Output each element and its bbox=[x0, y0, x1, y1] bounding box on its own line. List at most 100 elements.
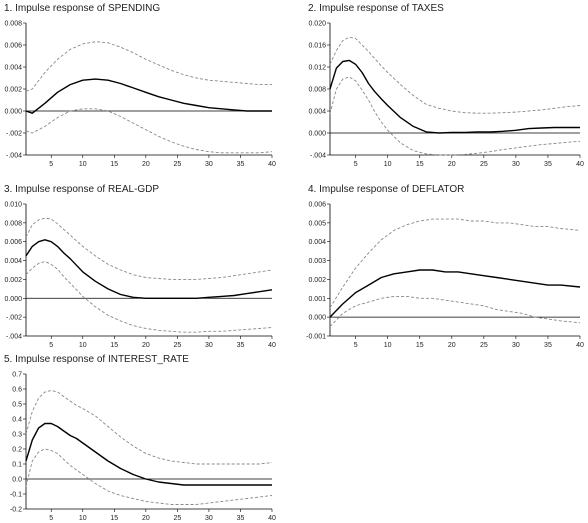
x-tick-label: 20 bbox=[142, 515, 150, 522]
x-tick-label: 35 bbox=[237, 161, 245, 168]
chart-title: 2. Impulse response of TAXES bbox=[308, 3, 444, 14]
chart-title: 1. Impulse response of SPENDING bbox=[4, 3, 161, 14]
y-tick-label: 0.006 bbox=[4, 239, 22, 246]
y-tick-label: 0.000 bbox=[4, 109, 22, 116]
y-tick-label: 0.002 bbox=[4, 277, 22, 284]
response-line bbox=[25, 422, 272, 486]
y-tick-label: -0.2 bbox=[10, 507, 22, 514]
response-line bbox=[25, 239, 273, 300]
y-tick-label: 0.2 bbox=[12, 447, 22, 454]
y-tick-label: -0.001 bbox=[306, 334, 326, 341]
lower-band-line bbox=[25, 448, 273, 505]
x-tick-label: 40 bbox=[576, 161, 584, 168]
lower-band-line bbox=[329, 295, 581, 327]
upper-band-line bbox=[25, 41, 272, 92]
x-tick-label: 30 bbox=[205, 515, 213, 522]
y-tick-label: 0.004 bbox=[4, 65, 22, 72]
x-tick-label: 30 bbox=[205, 161, 213, 168]
x-tick-label: 5 bbox=[49, 515, 53, 522]
x-tick-label: 25 bbox=[173, 515, 181, 522]
y-tick-label: 0.012 bbox=[308, 65, 326, 72]
x-tick-label: 30 bbox=[512, 342, 520, 349]
y-tick-label: 0.016 bbox=[308, 43, 326, 50]
x-tick-label: 35 bbox=[237, 515, 245, 522]
y-tick-label: 0.003 bbox=[308, 258, 326, 265]
y-tick-label: 0.000 bbox=[308, 315, 326, 322]
x-tick-label: 15 bbox=[110, 515, 118, 522]
chart-title: 5. Impulse response of INTEREST_RATE bbox=[4, 354, 189, 365]
y-tick-label: 0.000 bbox=[308, 131, 326, 138]
y-tick-label: 0.002 bbox=[4, 87, 22, 94]
x-tick-label: 10 bbox=[79, 342, 87, 349]
x-tick-label: 35 bbox=[237, 342, 245, 349]
x-tick-label: 25 bbox=[173, 342, 181, 349]
x-tick-label: 10 bbox=[384, 342, 392, 349]
y-tick-label: 0.5 bbox=[12, 402, 22, 409]
y-tick-label: 0.006 bbox=[308, 202, 326, 209]
x-tick-label: 25 bbox=[480, 342, 488, 349]
lower-band-line bbox=[25, 108, 273, 154]
y-tick-label: 0.008 bbox=[308, 87, 326, 94]
y-tick-label: 0.004 bbox=[308, 239, 326, 246]
y-tick-label: 0.0 bbox=[12, 477, 22, 484]
y-tick-label: -.004 bbox=[6, 334, 22, 341]
y-tick-label: 0.002 bbox=[308, 277, 326, 284]
y-tick-label: 0.000 bbox=[4, 296, 22, 303]
response-line bbox=[25, 78, 272, 114]
x-tick-label: 25 bbox=[173, 161, 181, 168]
lower-band-line bbox=[329, 76, 581, 156]
chart-title: 3. Impulse response of REAL-GDP bbox=[4, 184, 160, 195]
x-tick-label: 10 bbox=[79, 161, 87, 168]
y-tick-label: 0.1 bbox=[12, 462, 22, 469]
x-tick-label: 5 bbox=[49, 342, 53, 349]
chart-deflator: -0.001 0.000 0.001 0.002 0.003 0.004 0.005 0.00… bbox=[306, 202, 584, 350]
x-tick-label: 20 bbox=[448, 161, 456, 168]
x-tick-label: 30 bbox=[205, 342, 213, 349]
y-tick-label: 0.6 bbox=[12, 387, 22, 394]
y-tick-label: 0.004 bbox=[4, 258, 22, 265]
x-tick-label: 10 bbox=[79, 515, 87, 522]
y-tick-label: 0.008 bbox=[4, 220, 22, 227]
y-tick-label: 0.7 bbox=[12, 372, 22, 379]
y-tick-label: -.004 bbox=[6, 153, 22, 160]
upper-band-line bbox=[329, 218, 581, 308]
y-tick-label: 0.005 bbox=[308, 220, 326, 227]
upper-band-line bbox=[25, 217, 273, 280]
x-tick-label: 35 bbox=[544, 161, 552, 168]
x-tick-label: 40 bbox=[268, 161, 276, 168]
x-tick-label: 5 bbox=[354, 342, 358, 349]
x-tick-label: 5 bbox=[354, 161, 358, 168]
x-tick-label: 30 bbox=[512, 161, 520, 168]
x-tick-label: 40 bbox=[576, 342, 584, 349]
x-tick-label: 10 bbox=[384, 161, 392, 168]
chart-real-gdp: -.004 -.002 0.000 0.002 0.004 0.006 0.008 0.010… bbox=[4, 202, 276, 350]
x-tick-label: 15 bbox=[416, 342, 424, 349]
y-tick-label: 0.004 bbox=[308, 109, 326, 116]
lower-band-line bbox=[25, 261, 273, 333]
x-tick-label: 35 bbox=[544, 342, 552, 349]
upper-band-line bbox=[25, 390, 273, 465]
y-tick-label: 0.008 bbox=[4, 21, 22, 28]
x-tick-label: 40 bbox=[268, 342, 276, 349]
response-line bbox=[329, 59, 580, 134]
x-tick-label: 25 bbox=[480, 161, 488, 168]
y-tick-label: 0.020 bbox=[308, 21, 326, 28]
y-tick-label: -.002 bbox=[6, 131, 22, 138]
y-tick-label: 0.001 bbox=[308, 296, 326, 303]
chart-spending: -.004 -.002 0.000 0.002 0.004 0.006 0.008 5 10 15… bbox=[4, 21, 276, 169]
y-tick-label: -0.1 bbox=[10, 492, 22, 499]
y-tick-label: 0.4 bbox=[12, 417, 22, 424]
x-tick-label: 20 bbox=[448, 342, 456, 349]
chart-taxes: -.004 0.000 0.004 0.008 0.012 0.016 0.020 5 10 15… bbox=[308, 21, 584, 169]
y-tick-label: 0.010 bbox=[4, 202, 22, 209]
x-tick-label: 15 bbox=[416, 161, 424, 168]
x-tick-label: 5 bbox=[49, 161, 53, 168]
y-tick-label: -.004 bbox=[310, 153, 326, 160]
chart-interest-rate: -0.2 -0.1 0.0 0.1 0.2 0.3 0.4 0.5 0.6 0.7 5 10 15 20 2… bbox=[10, 372, 276, 523]
y-tick-label: 0.006 bbox=[4, 43, 22, 50]
x-tick-label: 15 bbox=[110, 161, 118, 168]
upper-band-line bbox=[329, 36, 581, 114]
x-tick-label: 20 bbox=[142, 342, 150, 349]
chart-title: 4. Impulse response of DEFLATOR bbox=[308, 184, 465, 195]
y-tick-label: -.002 bbox=[6, 315, 22, 322]
